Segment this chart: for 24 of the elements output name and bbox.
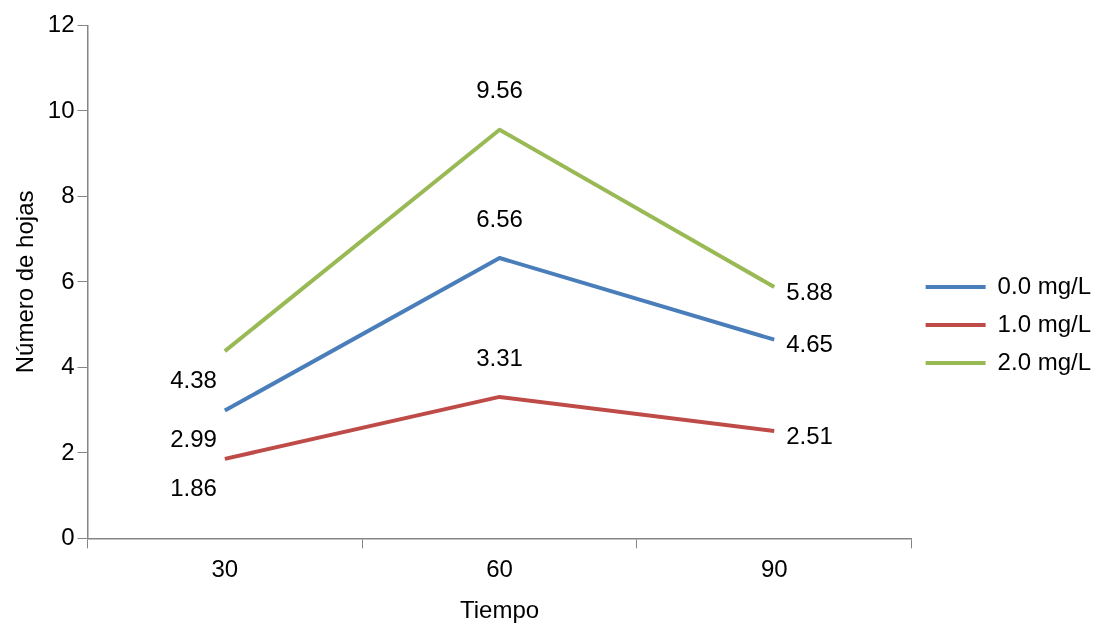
y-tick-label: 6	[61, 266, 75, 294]
data-label: 1.86	[170, 473, 217, 501]
data-label: 9.56	[476, 76, 523, 104]
data-label: 2.99	[170, 425, 217, 453]
x-tick-label: 60	[486, 555, 513, 583]
y-tick-label: 8	[61, 181, 75, 209]
data-label: 6.56	[476, 204, 523, 232]
y-tick-label: 4	[61, 352, 75, 380]
data-label: 5.88	[786, 277, 833, 305]
y-tick-label: 0	[61, 523, 75, 551]
y-tick-label: 12	[47, 10, 75, 38]
legend-label: 0.0 mg/L	[997, 271, 1091, 299]
data-label: 3.31	[476, 343, 523, 371]
data-label: 4.65	[786, 330, 833, 358]
legend-label: 2.0 mg/L	[997, 347, 1091, 375]
y-axis-title: Número de hojas	[11, 190, 39, 374]
y-tick-label: 10	[47, 95, 75, 123]
x-tick-label: 90	[760, 555, 788, 583]
x-tick-label: 30	[211, 555, 239, 583]
y-tick-label: 2	[61, 437, 75, 465]
legend-label: 1.0 mg/L	[997, 309, 1091, 337]
x-axis-title: Tiempo	[459, 596, 540, 624]
data-label: 4.38	[170, 365, 217, 393]
data-label: 2.51	[786, 421, 833, 449]
